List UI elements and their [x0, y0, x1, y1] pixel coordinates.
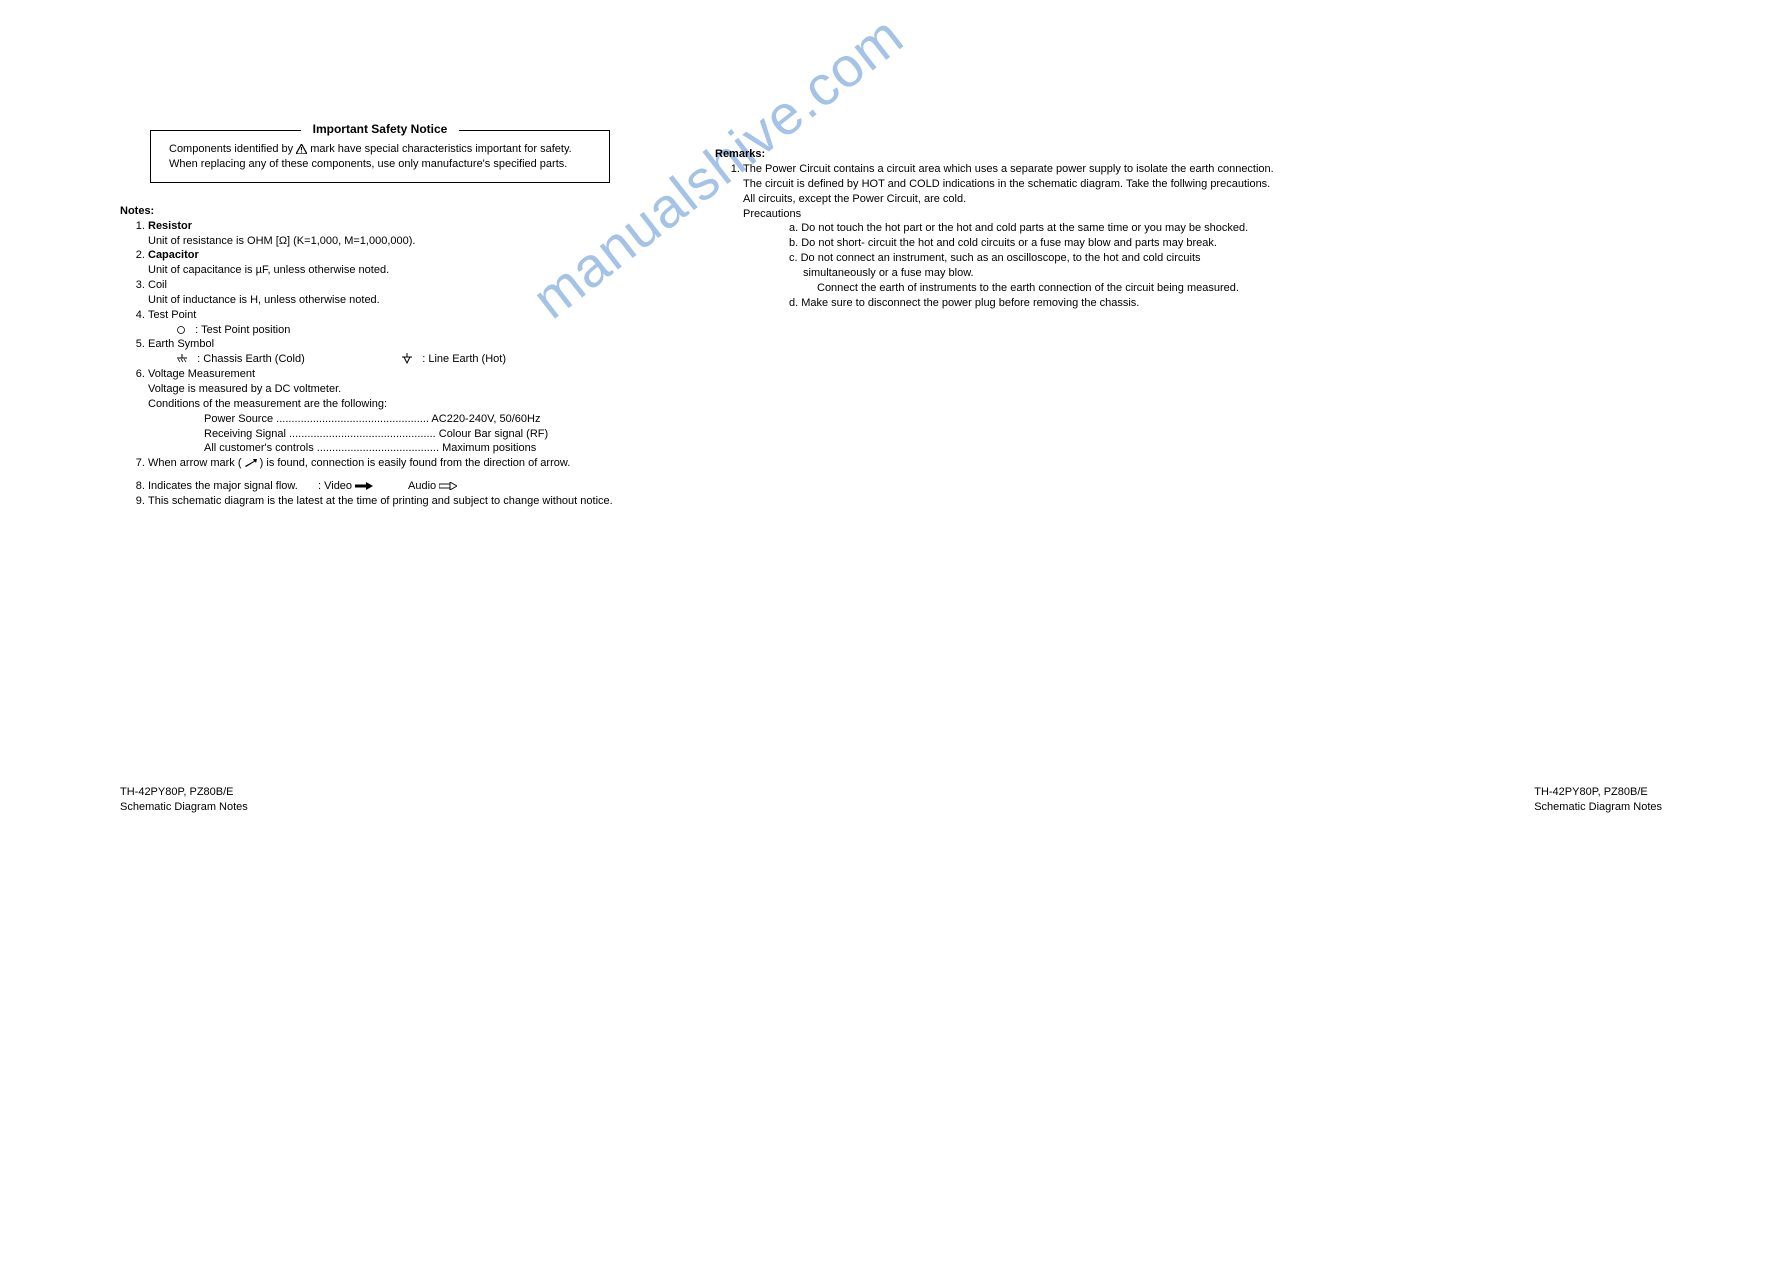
remark-l3: All circuits, except the Power Circuit, … [743, 193, 966, 205]
note-3-body: Unit of inductance is H, unless otherwis… [148, 294, 380, 306]
line-earth-icon [401, 353, 413, 365]
warning-triangle-icon [296, 144, 307, 154]
note-4-body: : Test Point position [195, 324, 290, 336]
note-1-title: Resistor [148, 220, 192, 232]
chassis-earth-icon [176, 354, 188, 364]
safety-notice-box: Important Safety Notice Components ident… [150, 130, 610, 183]
audio-arrow-icon [439, 482, 457, 490]
safety-body-text-1: Components identified by [169, 143, 293, 155]
note-item-8: Indicates the major signal flow. : Video… [148, 479, 680, 494]
row1-val: AC220-240V, 50/60Hz [431, 413, 540, 425]
note-7-a: When arrow mark ( [148, 457, 242, 469]
row3-dots: ........................................ [314, 442, 442, 454]
safety-body-text-1b: mark have special characteristics import… [310, 143, 571, 155]
precaution-a: a. Do not touch the hot part or the hot … [803, 221, 1275, 236]
footer-left-title: Schematic Diagram Notes [120, 800, 248, 815]
footer-right-model: TH-42PY80P, PZ80B/E [1534, 785, 1662, 800]
remark-l1: The Power Circuit contains a circuit are… [743, 163, 1274, 175]
note-item-4: Test Point : Test Point position [148, 308, 680, 338]
video-arrow-icon [355, 482, 373, 490]
right-column: Remarks: The Power Circuit contains a ci… [715, 130, 1275, 310]
test-point-icon [176, 325, 186, 335]
safety-body-text-2: When replacing any of these components, … [169, 158, 567, 170]
footer-right: TH-42PY80P, PZ80B/E Schematic Diagram No… [1534, 785, 1662, 815]
row2-dots: ........................................… [286, 428, 439, 440]
arrow-mark-icon [245, 459, 257, 467]
remark-item-1: The Power Circuit contains a circuit are… [743, 162, 1275, 310]
row2-label: Receiving Signal [204, 428, 286, 440]
note-6-l1: Voltage is measured by a DC voltmeter. [148, 383, 341, 395]
note-6-rows: Power Source ...........................… [148, 412, 680, 457]
precaution-c1: c. Do not connect an instrument, such as… [803, 251, 1275, 281]
note-item-9: This schematic diagram is the latest at … [148, 494, 680, 509]
page-content: Important Safety Notice Components ident… [120, 130, 1670, 509]
note-6-title: Voltage Measurement [148, 368, 255, 380]
footer-left-model: TH-42PY80P, PZ80B/E [120, 785, 248, 800]
note-9-body: This schematic diagram is the latest at … [148, 495, 613, 507]
note-item-1: Resistor Unit of resistance is OHM [Ω] (… [148, 219, 680, 249]
note-8-a: Indicates the major signal flow. [148, 479, 318, 494]
precaution-d: d. Make sure to disconnect the power plu… [803, 296, 1275, 311]
note-4-title: Test Point [148, 309, 196, 321]
remarks-list: The Power Circuit contains a circuit are… [715, 162, 1275, 310]
precautions-block: a. Do not touch the hot part or the hot … [743, 221, 1275, 310]
note-2-body: Unit of capacitance is µF, unless otherw… [148, 264, 389, 276]
footer-left: TH-42PY80P, PZ80B/E Schematic Diagram No… [120, 785, 248, 815]
note-2-title: Capacitor [148, 249, 199, 261]
note-6-l2: Conditions of the measurement are the fo… [148, 398, 387, 410]
row3-label: All customer's controls [204, 442, 314, 454]
remark-l4: Precautions [743, 208, 801, 220]
remark-l2: The circuit is defined by HOT and COLD i… [743, 178, 1270, 190]
row1-label: Power Source [204, 413, 273, 425]
footer-right-title: Schematic Diagram Notes [1534, 800, 1662, 815]
notes-heading: Notes: [120, 205, 680, 217]
note-1-body: Unit of resistance is OHM [Ω] (K=1,000, … [148, 235, 415, 247]
precaution-c2: Connect the earth of instruments to the … [803, 281, 1275, 296]
note-item-6: Voltage Measurement Voltage is measured … [148, 367, 680, 456]
note-8-audio-label: Audio [408, 480, 436, 492]
note-item-3: Coil Unit of inductance is H, unless oth… [148, 278, 680, 308]
safety-notice-body: Components identified by mark have speci… [169, 142, 591, 172]
note-5-title: Earth Symbol [148, 338, 214, 350]
note-8-video-label: : Video [318, 480, 352, 492]
note-item-7: When arrow mark ( ) is found, connection… [148, 456, 680, 471]
note-5-hot: : Line Earth (Hot) [422, 353, 506, 365]
row2-val: Colour Bar signal (RF) [439, 428, 548, 440]
note-3-title: Coil [148, 279, 167, 291]
row1-dots: ........................................… [273, 413, 431, 425]
note-item-5: Earth Symbol : Chassis Earth (Cold) : Li… [148, 337, 680, 367]
safety-notice-title: Important Safety Notice [301, 122, 460, 136]
note-item-2: Capacitor Unit of capacitance is µF, unl… [148, 248, 680, 278]
remarks-heading: Remarks: [715, 148, 1275, 160]
precaution-b: b. Do not short- circuit the hot and col… [803, 236, 1275, 251]
note-7-b: ) is found, connection is easily found f… [260, 457, 571, 469]
notes-list-contd: Indicates the major signal flow. : Video… [120, 479, 680, 509]
notes-list: Resistor Unit of resistance is OHM [Ω] (… [120, 219, 680, 471]
note-5-cold: : Chassis Earth (Cold) [197, 353, 305, 365]
left-column: Important Safety Notice Components ident… [120, 130, 680, 509]
row3-val: Maximum positions [442, 442, 536, 454]
